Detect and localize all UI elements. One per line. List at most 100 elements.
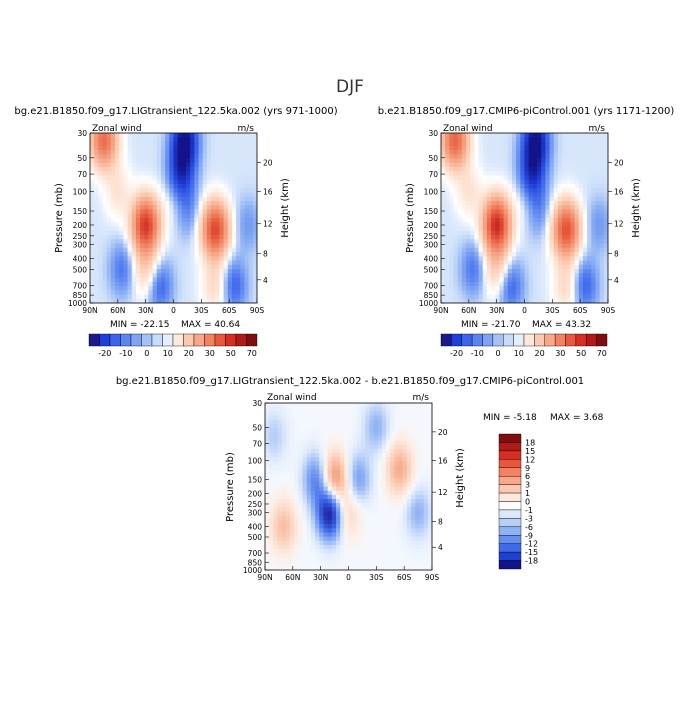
heatmap-cell [575, 176, 580, 181]
heatmap-cell [128, 188, 133, 193]
heatmap-cell [499, 282, 504, 287]
heatmap-cell [336, 411, 341, 416]
heatmap-cell [123, 201, 128, 206]
heatmap-cell [466, 295, 471, 300]
heatmap-cell [161, 184, 166, 189]
heatmap-cell [458, 193, 463, 198]
heatmap-cell [411, 411, 416, 416]
heatmap-cell [595, 286, 600, 291]
heatmap-cell [232, 142, 237, 147]
heatmap-cell [132, 176, 137, 181]
heatmap-cell [595, 252, 600, 257]
heatmap-cell [349, 474, 354, 479]
heatmap-cell [483, 188, 488, 193]
heatmap-cell [458, 150, 463, 155]
heatmap-cell [107, 146, 112, 151]
heatmap-cell [215, 218, 220, 223]
heatmap-cell [211, 180, 216, 185]
heatmap-cell [399, 557, 404, 562]
heatmap-cell [336, 420, 341, 425]
heatmap-cell [365, 562, 370, 567]
heatmap-cell [403, 470, 408, 475]
heatmap-cell [474, 201, 479, 206]
heatmap-cell [307, 466, 312, 471]
heatmap-cell [365, 457, 370, 462]
heatmap-cell [132, 290, 137, 295]
heatmap-cell [487, 154, 492, 159]
heatmap-cell [174, 222, 179, 227]
heatmap-cell [157, 180, 162, 185]
heatmap-cell [445, 163, 450, 168]
heatmap-cell [157, 154, 162, 159]
right-axis-label: Height (km) [631, 178, 642, 238]
heatmap-cell [587, 176, 592, 181]
heatmap-cell [169, 180, 174, 185]
heatmap-cell [244, 188, 249, 193]
heatmap-cell [336, 461, 341, 466]
heatmap-cell [499, 295, 504, 300]
heatmap-cell [186, 210, 191, 215]
heatmap-cell [374, 411, 379, 416]
heatmap-cell [458, 197, 463, 202]
heatmap-cell [470, 171, 475, 176]
heatmap-cell [103, 252, 108, 257]
heatmap-cell [525, 142, 530, 147]
heatmap-cell [328, 436, 333, 441]
heatmap-cell [190, 188, 195, 193]
heatmap-cell [286, 537, 291, 542]
heatmap-cell [144, 176, 149, 181]
heatmap-cell [533, 171, 538, 176]
heatmap-field [265, 403, 433, 571]
heatmap-cell [182, 184, 187, 189]
heatmap-cell [357, 491, 362, 496]
heatmap-cell [298, 424, 303, 429]
heatmap-cell [307, 411, 312, 416]
heatmap-cell [128, 210, 133, 215]
heatmap-cell [424, 449, 429, 454]
heatmap-cell [161, 159, 166, 164]
heatmap-cell [132, 210, 137, 215]
heatmap-cell [107, 231, 112, 236]
heatmap-cell [378, 532, 383, 537]
heatmap-cell [273, 516, 278, 521]
heatmap-cell [328, 528, 333, 533]
heatmap-cell [600, 133, 605, 138]
heatmap-cell [207, 146, 212, 151]
heatmap-cell [374, 436, 379, 441]
heatmap-cell [303, 549, 308, 554]
heatmap-cell [403, 541, 408, 546]
heatmap-cell [178, 235, 183, 240]
heatmap-cell [182, 282, 187, 287]
heatmap-cell [94, 167, 99, 172]
heatmap-cell [495, 197, 500, 202]
heatmap-cell [224, 265, 229, 270]
heatmap-cell [516, 235, 521, 240]
heatmap-cell [303, 424, 308, 429]
heatmap-cell [407, 507, 412, 512]
heatmap-cell [294, 424, 299, 429]
heatmap-cell [583, 154, 588, 159]
heatmap-cell [169, 218, 174, 223]
heatmap-cell [382, 411, 387, 416]
heatmap-cell [319, 553, 324, 558]
heatmap-cell [483, 235, 488, 240]
panel-picontrol: b.e21.B1850.f09_g17.CMIP6-piControl.001 … [378, 106, 675, 358]
heatmap-cell [103, 180, 108, 185]
heatmap-cell [554, 265, 559, 270]
heatmap-cell [449, 244, 454, 249]
heatmap-cell [207, 290, 212, 295]
heatmap-cell [419, 553, 424, 558]
heatmap-cell [537, 133, 542, 138]
heatmap-cell [278, 436, 283, 441]
heatmap-cell [278, 407, 283, 412]
heatmap-cell [583, 188, 588, 193]
heatmap-cell [332, 424, 337, 429]
heatmap-cell [525, 235, 530, 240]
heatmap-cell [378, 503, 383, 508]
heatmap-cell [298, 461, 303, 466]
heatmap-cell [349, 407, 354, 412]
heatmap-cell [449, 197, 454, 202]
heatmap-cell [357, 507, 362, 512]
